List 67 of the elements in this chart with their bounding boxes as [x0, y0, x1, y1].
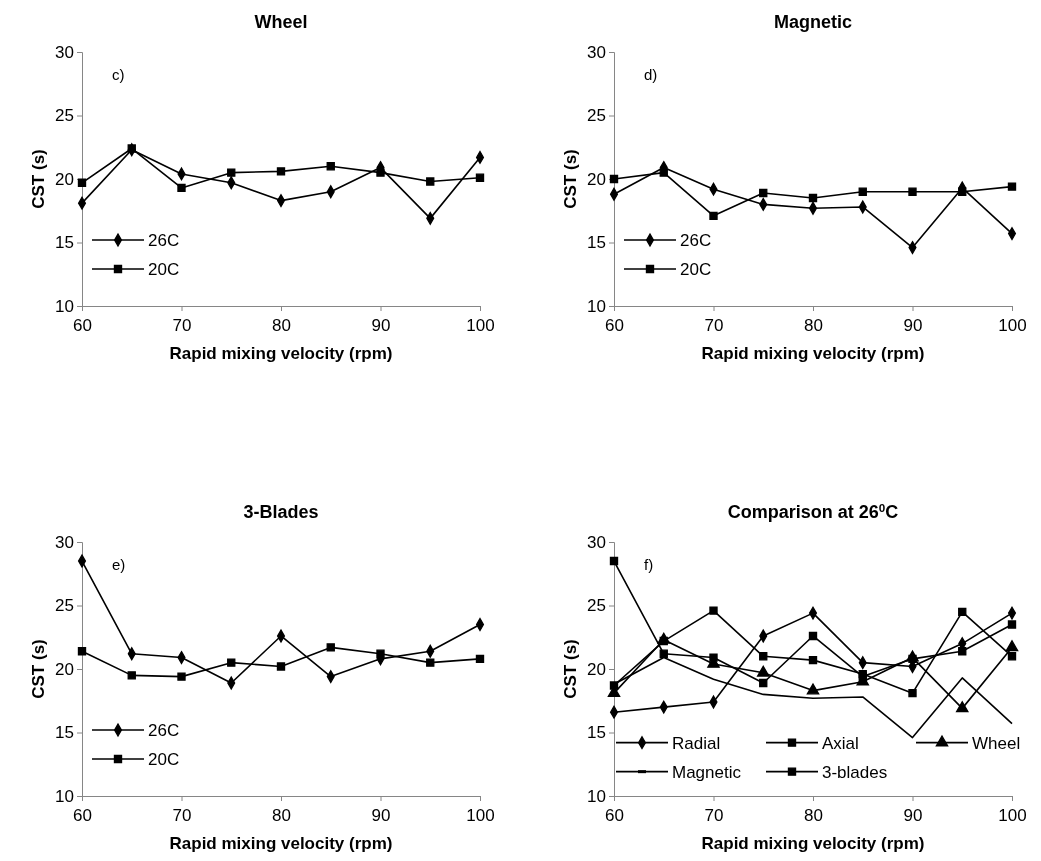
y-tick-label: 20 — [55, 169, 74, 189]
y-axis-title: CST (s) — [29, 639, 48, 699]
x-tick-label: 80 — [804, 806, 823, 825]
x-tick-label: 80 — [804, 316, 823, 335]
x-tick-label: 90 — [371, 806, 391, 825]
annotation: e) — [112, 556, 126, 573]
x-tick-label: 70 — [704, 806, 724, 825]
x-axis-title: Rapid mixing velocity (rpm) — [701, 344, 925, 363]
y-tick-label: 10 — [55, 296, 74, 316]
y-axis-title: CST (s) — [561, 149, 580, 209]
y-tick-label: 25 — [587, 106, 606, 126]
legend-label: 26C — [680, 230, 712, 250]
legend-label: 26C — [148, 720, 180, 740]
annotation: c) — [112, 66, 125, 83]
x-axis-title: Rapid mixing velocity (rpm) — [701, 834, 925, 853]
x-axis-title: Rapid mixing velocity (rpm) — [169, 834, 393, 853]
chart-title: Magnetic — [773, 12, 853, 32]
x-tick-label: 60 — [605, 316, 624, 335]
legend-label: 20C — [148, 749, 180, 769]
y-tick-label: 25 — [587, 596, 606, 616]
x-tick-label: 100 — [998, 316, 1027, 335]
y-axis-title: CST (s) — [561, 639, 580, 699]
legend-label: 20C — [148, 259, 180, 279]
y-tick-label: 15 — [587, 723, 606, 743]
x-tick-label: 100 — [466, 806, 495, 825]
x-tick-label: 100 — [998, 806, 1027, 825]
x-tick-label: 70 — [172, 806, 192, 825]
x-tick-label: 90 — [903, 316, 923, 335]
chart-title: 3-Blades — [243, 502, 319, 522]
x-tick-label: 60 — [73, 316, 92, 335]
y-tick-label: 10 — [587, 296, 606, 316]
annotation: d) — [644, 66, 658, 83]
y-tick-label: 15 — [55, 723, 74, 743]
y-tick-label: 10 — [55, 786, 74, 806]
y-tick-label: 30 — [587, 42, 606, 62]
x-tick-label: 70 — [172, 316, 192, 335]
legend-label: 26C — [148, 230, 180, 250]
y-tick-label: 30 — [587, 532, 606, 552]
x-tick-label: 70 — [704, 316, 724, 335]
y-tick-label: 20 — [587, 659, 606, 679]
legend-label: Radial — [672, 733, 721, 753]
y-tick-label: 20 — [55, 659, 74, 679]
annotation: f) — [644, 556, 654, 573]
legend-label: Magnetic — [672, 762, 742, 782]
x-tick-label: 60 — [605, 806, 624, 825]
y-tick-label: 30 — [55, 532, 74, 552]
x-tick-label: 60 — [73, 806, 92, 825]
x-tick-label: 90 — [371, 316, 391, 335]
y-axis-title: CST (s) — [29, 149, 48, 209]
legend-label: Axial — [822, 733, 859, 753]
legend-label: Wheel — [972, 733, 1021, 753]
y-tick-label: 25 — [55, 596, 74, 616]
chart-title: Wheel — [254, 12, 308, 32]
y-tick-label: 30 — [55, 42, 74, 62]
y-tick-label: 10 — [587, 786, 606, 806]
y-tick-label: 15 — [55, 233, 74, 253]
y-tick-label: 20 — [587, 169, 606, 189]
legend-label: 20C — [680, 259, 712, 279]
y-tick-label: 25 — [55, 106, 74, 126]
chart-title: Comparison at 26$^{0}$C — [727, 500, 899, 522]
x-tick-label: 100 — [466, 316, 495, 335]
x-axis-title: Rapid mixing velocity (rpm) — [169, 344, 393, 363]
legend-label: 3-blades — [822, 762, 888, 782]
x-tick-label: 80 — [272, 316, 291, 335]
x-tick-label: 80 — [272, 806, 291, 825]
x-tick-label: 90 — [903, 806, 923, 825]
y-tick-label: 15 — [587, 233, 606, 253]
